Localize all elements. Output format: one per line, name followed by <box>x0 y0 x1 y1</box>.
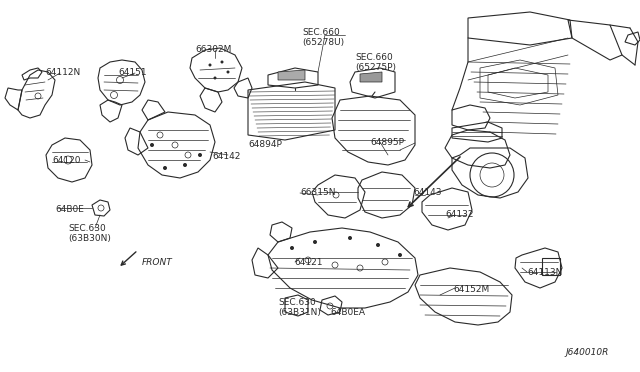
Text: 64152M: 64152M <box>453 285 489 294</box>
Circle shape <box>227 71 230 74</box>
Text: 64120: 64120 <box>52 156 81 165</box>
Text: (63B30N): (63B30N) <box>68 234 111 243</box>
Circle shape <box>150 143 154 147</box>
Circle shape <box>376 243 380 247</box>
Text: SEC.630: SEC.630 <box>68 224 106 233</box>
Text: 64132: 64132 <box>445 210 474 219</box>
Text: 64B0EA: 64B0EA <box>330 308 365 317</box>
Text: SEC.630: SEC.630 <box>278 298 316 307</box>
Polygon shape <box>278 70 305 80</box>
Text: SEC.660: SEC.660 <box>355 53 393 62</box>
Circle shape <box>290 246 294 250</box>
Circle shape <box>214 77 216 80</box>
Circle shape <box>348 236 352 240</box>
Text: 64143: 64143 <box>413 188 442 197</box>
Text: 64894P: 64894P <box>248 140 282 149</box>
Text: FRONT: FRONT <box>142 258 173 267</box>
Circle shape <box>198 153 202 157</box>
Text: 66315N: 66315N <box>300 188 335 197</box>
Text: 66302M: 66302M <box>195 45 232 54</box>
Polygon shape <box>360 72 382 82</box>
Text: 64113N: 64113N <box>527 268 563 277</box>
Text: 64121: 64121 <box>294 258 323 267</box>
Circle shape <box>221 61 223 64</box>
Text: (63B31N): (63B31N) <box>278 308 321 317</box>
Text: 64895P: 64895P <box>370 138 404 147</box>
Text: (65275P): (65275P) <box>355 63 396 72</box>
Text: 64112N: 64112N <box>45 68 80 77</box>
Circle shape <box>209 64 211 67</box>
Text: 64151: 64151 <box>118 68 147 77</box>
Text: SEC.660: SEC.660 <box>302 28 340 37</box>
Text: 64142: 64142 <box>212 152 241 161</box>
Circle shape <box>313 240 317 244</box>
Text: 64B0E: 64B0E <box>55 205 84 214</box>
Circle shape <box>398 253 402 257</box>
Text: J640010R: J640010R <box>565 348 609 357</box>
Circle shape <box>163 166 167 170</box>
Text: (65278U): (65278U) <box>302 38 344 47</box>
Circle shape <box>183 163 187 167</box>
